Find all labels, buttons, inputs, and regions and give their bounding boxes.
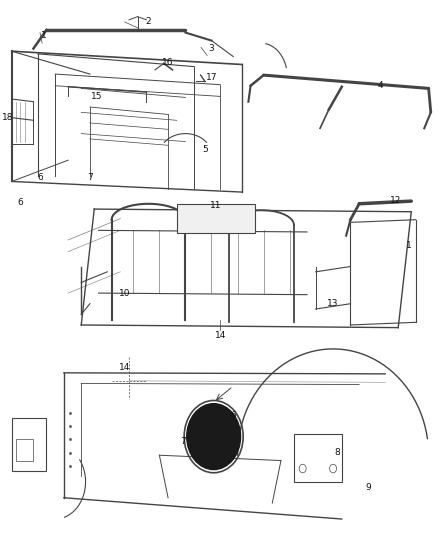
Text: 6: 6	[37, 173, 43, 182]
Text: 3: 3	[208, 44, 214, 53]
Text: 7: 7	[87, 173, 93, 182]
Text: 5: 5	[202, 145, 208, 154]
Text: 6: 6	[230, 411, 236, 420]
Bar	[177, 204, 255, 233]
Text: 16: 16	[162, 59, 174, 67]
Text: 6: 6	[18, 198, 23, 207]
Bar	[16, 439, 33, 461]
Text: 1: 1	[406, 241, 412, 250]
Text: 17: 17	[206, 73, 217, 82]
Text: 8: 8	[335, 448, 340, 457]
Text: 1: 1	[42, 31, 47, 40]
Text: 10: 10	[119, 288, 131, 297]
Bar	[12, 418, 46, 471]
Text: 14: 14	[119, 363, 131, 372]
Text: 15: 15	[91, 92, 102, 101]
Text: 2: 2	[146, 18, 152, 27]
Text: 7: 7	[180, 438, 186, 447]
Text: 11: 11	[210, 201, 222, 210]
Text: 4: 4	[378, 81, 384, 90]
Text: 12: 12	[390, 196, 402, 205]
Text: 14: 14	[215, 331, 226, 340]
Text: 18: 18	[2, 113, 13, 122]
Text: 13: 13	[327, 299, 339, 308]
Bar	[294, 434, 342, 482]
Circle shape	[187, 403, 240, 470]
Text: 9: 9	[365, 482, 371, 491]
